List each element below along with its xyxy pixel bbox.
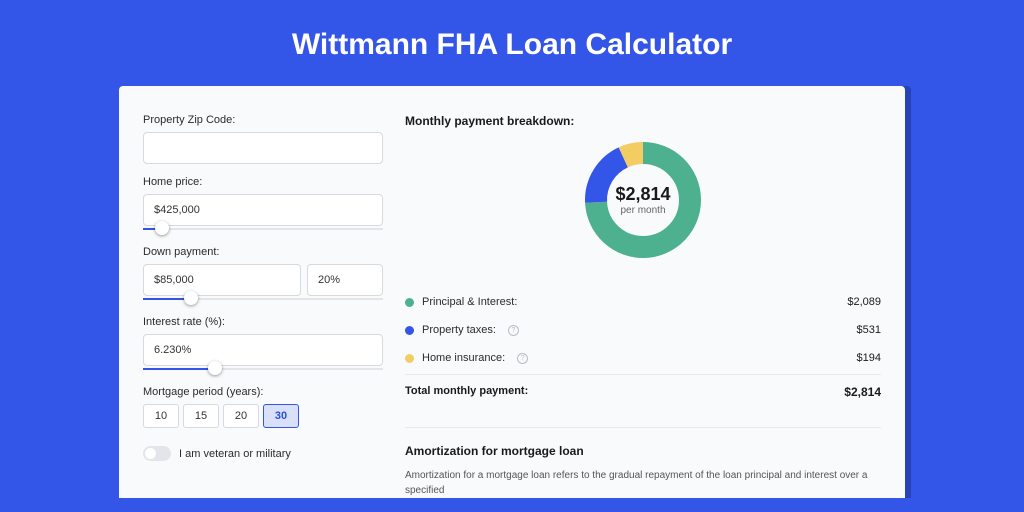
amortization-text: Amortization for a mortgage loan refers … — [405, 468, 881, 498]
down-payment-slider[interactable] — [143, 294, 383, 304]
veteran-label: I am veteran or military — [179, 448, 291, 460]
legend-row: Property taxes:? $531 — [405, 316, 881, 344]
donut-sub: per month — [615, 205, 670, 216]
breakdown-panel: Monthly payment breakdown: $2,814 per mo… — [405, 114, 881, 498]
mortgage-period-group: 10152030 — [143, 404, 383, 428]
total-label: Total monthly payment: — [405, 385, 528, 399]
legend-dot — [405, 298, 414, 307]
legend-label: Home insurance: — [422, 352, 505, 364]
legend-label: Principal & Interest: — [422, 296, 517, 308]
home-price-label: Home price: — [143, 176, 383, 188]
total-value: $2,814 — [844, 385, 881, 399]
down-payment-percent-input[interactable] — [307, 264, 383, 296]
info-icon[interactable]: ? — [508, 325, 519, 336]
down-payment-label: Down payment: — [143, 246, 383, 258]
period-btn-30[interactable]: 30 — [263, 404, 299, 428]
breakdown-title: Monthly payment breakdown: — [405, 114, 881, 128]
amortization-title: Amortization for mortgage loan — [405, 444, 881, 458]
veteran-toggle[interactable] — [143, 446, 171, 461]
legend-value: $531 — [857, 324, 881, 336]
interest-rate-input[interactable] — [143, 334, 383, 366]
legend-dot — [405, 326, 414, 335]
zip-label: Property Zip Code: — [143, 114, 383, 126]
legend-row: Principal & Interest: $2,089 — [405, 288, 881, 316]
interest-rate-label: Interest rate (%): — [143, 316, 383, 328]
donut-amount: $2,814 — [615, 184, 670, 205]
legend: Principal & Interest: $2,089 Property taxe… — [405, 288, 881, 372]
interest-rate-slider[interactable] — [143, 364, 383, 374]
calculator-card: Property Zip Code: Home price: Down paym… — [119, 86, 905, 498]
period-btn-20[interactable]: 20 — [223, 404, 259, 428]
down-payment-input[interactable] — [143, 264, 301, 296]
legend-value: $194 — [857, 352, 881, 364]
legend-value: $2,089 — [847, 296, 881, 308]
home-price-slider[interactable] — [143, 224, 383, 234]
period-btn-15[interactable]: 15 — [183, 404, 219, 428]
donut-chart: $2,814 per month — [405, 140, 881, 260]
zip-input[interactable] — [143, 132, 383, 164]
home-price-input[interactable] — [143, 194, 383, 226]
legend-label: Property taxes: — [422, 324, 496, 336]
info-icon[interactable]: ? — [517, 353, 528, 364]
form-panel: Property Zip Code: Home price: Down paym… — [143, 114, 383, 498]
period-btn-10[interactable]: 10 — [143, 404, 179, 428]
legend-dot — [405, 354, 414, 363]
mortgage-period-label: Mortgage period (years): — [143, 386, 383, 398]
page-title: Wittmann FHA Loan Calculator — [0, 28, 1024, 62]
legend-row: Home insurance:? $194 — [405, 344, 881, 372]
